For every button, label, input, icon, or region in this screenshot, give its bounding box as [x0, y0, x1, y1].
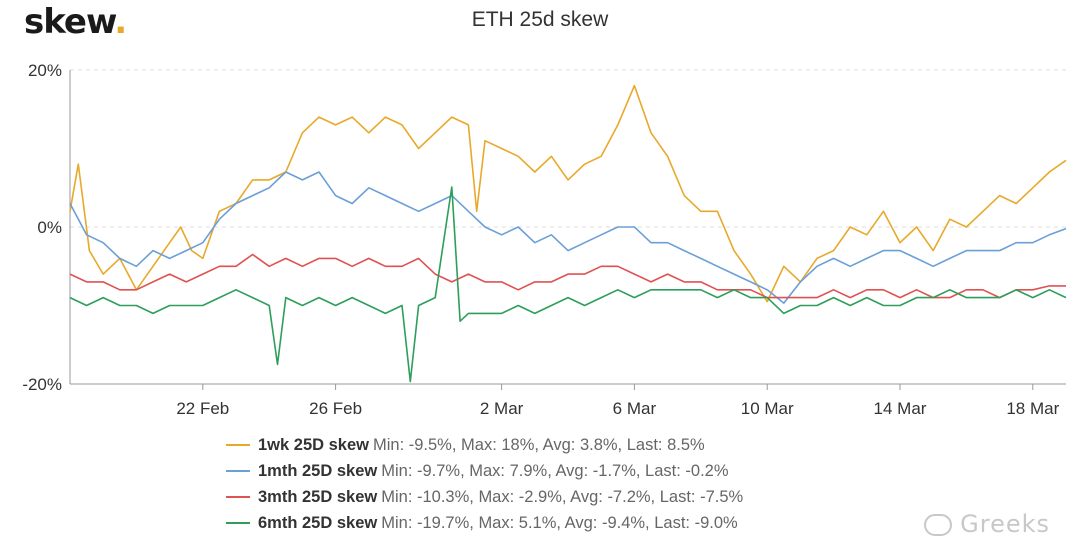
logo-dot: . [114, 2, 127, 42]
skew-line-chart: 20% 0% -20% 22 Feb 26 Feb 2 Mar 6 Mar 10 Mar 14 … [22, 61, 1067, 418]
logo-text: skew [24, 2, 115, 42]
legend-item-3mth[interactable]: 3mth 25D skew Min: -10.3%, Max: -2.9%, A… [226, 484, 743, 510]
tick-labels: 20% 0% -20% 22 Feb 26 Feb 2 Mar 6 Mar 10 Mar 14 … [22, 61, 1059, 418]
series-line-3 [69, 186, 1067, 383]
legend-name-6mth: 6mth 25D skew [258, 513, 378, 532]
series-line-2 [69, 253, 1066, 299]
x-tick-label-6: 18 Mar [1006, 399, 1059, 418]
legend: 1wk 25D skew Min: -9.5%, Max: 18%, Avg: … [226, 432, 743, 536]
series-line-0 [69, 84, 1067, 303]
legend-swatch-1wk [226, 444, 250, 446]
legend-name-3mth: 3mth 25D skew [258, 487, 378, 506]
legend-stats-1mth: Min: -9.7%, Max: 7.9%, Avg: -1.7%, Last:… [381, 461, 729, 480]
legend-swatch-3mth [226, 496, 250, 498]
x-tick-label-5: 14 Mar [874, 399, 927, 418]
x-tick-label-4: 10 Mar [741, 399, 794, 418]
legend-name-1wk: 1wk 25D skew [258, 435, 369, 454]
legend-item-6mth[interactable]: 6mth 25D skew Min: -19.7%, Max: 5.1%, Av… [226, 510, 743, 536]
series-lines [69, 84, 1067, 383]
legend-stats-3mth: Min: -10.3%, Max: -2.9%, Avg: -7.2%, Las… [381, 487, 744, 506]
y-tick-label-2: -20% [22, 375, 62, 394]
watermark: Greeks [924, 510, 1050, 538]
axes [69, 70, 1066, 390]
legend-name-1mth: 1mth 25D skew [258, 461, 378, 480]
y-tick-label-0: 20% [28, 61, 62, 80]
legend-stats-1wk: Min: -9.5%, Max: 18%, Avg: 3.8%, Last: 8… [373, 435, 705, 454]
legend-stats-6mth: Min: -19.7%, Max: 5.1%, Avg: -9.4%, Last… [381, 513, 738, 532]
x-tick-label-0: 22 Feb [176, 399, 229, 418]
legend-item-1wk[interactable]: 1wk 25D skew Min: -9.5%, Max: 18%, Avg: … [226, 432, 743, 458]
watermark-text: Greeks [960, 510, 1050, 538]
skew-logo: skew. [24, 2, 127, 42]
y-tick-label-1: 0% [37, 218, 62, 237]
legend-item-1mth[interactable]: 1mth 25D skew Min: -9.7%, Max: 7.9%, Avg… [226, 458, 743, 484]
x-tick-label-3: 6 Mar [613, 399, 657, 418]
x-tick-label-2: 2 Mar [480, 399, 524, 418]
legend-swatch-6mth [226, 522, 250, 524]
series-line-1 [69, 171, 1067, 304]
legend-swatch-1mth [226, 470, 250, 472]
wechat-icon [924, 514, 953, 536]
x-tick-label-1: 26 Feb [309, 399, 362, 418]
chart-title: ETH 25d skew [471, 8, 609, 31]
